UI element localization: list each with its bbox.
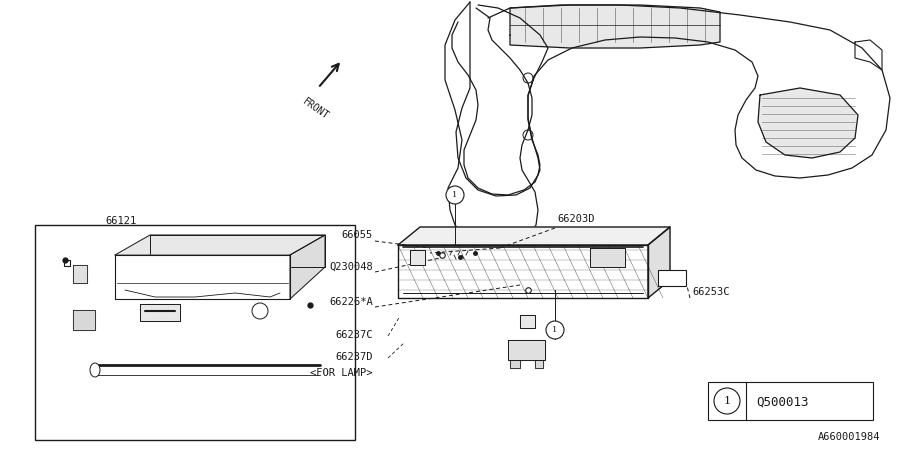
Text: <FOR LAMP>: <FOR LAMP> [310,368,373,378]
Bar [708,382,873,420]
Text: Q500013: Q500013 [756,396,808,409]
Text: 66055: 66055 [342,230,373,240]
Polygon shape [115,235,325,255]
Circle shape [714,388,740,414]
Text: 1: 1 [724,396,731,406]
Text: 1: 1 [553,326,558,334]
Polygon shape [398,245,648,298]
Polygon shape [150,235,325,267]
Polygon shape [73,310,95,330]
Text: 66237D: 66237D [336,352,373,362]
Polygon shape [758,88,858,158]
Polygon shape [520,315,535,328]
Text: A660001984: A660001984 [817,432,880,442]
Polygon shape [140,304,180,321]
Bar [658,270,686,286]
Polygon shape [855,40,882,70]
Polygon shape [508,340,545,360]
Ellipse shape [90,363,100,377]
Text: 66237C: 66237C [336,330,373,340]
Polygon shape [290,235,325,299]
Bar [35,225,355,440]
Text: 66203D: 66203D [557,214,595,224]
Text: 66121: 66121 [105,216,136,226]
Text: 1: 1 [453,191,458,199]
Polygon shape [73,265,87,283]
Text: Q230048: Q230048 [329,262,373,272]
Polygon shape [410,250,425,265]
Circle shape [446,186,464,204]
Polygon shape [648,227,670,298]
Polygon shape [398,227,670,245]
Circle shape [252,303,268,319]
Polygon shape [510,360,520,368]
Circle shape [546,321,564,339]
Polygon shape [510,5,720,48]
Text: 66253C: 66253C [692,287,730,297]
Polygon shape [590,248,625,267]
Polygon shape [115,255,290,299]
Polygon shape [452,5,890,195]
Polygon shape [535,360,543,368]
Polygon shape [445,2,538,242]
Text: FRONT: FRONT [301,96,330,121]
Text: 66226*A: 66226*A [329,297,373,307]
